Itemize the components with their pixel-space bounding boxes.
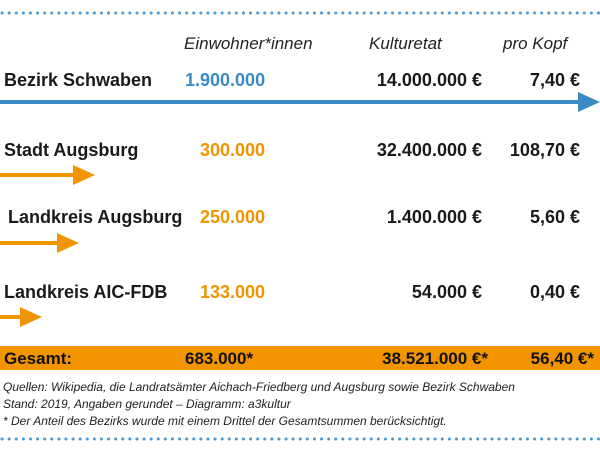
total-per-capita: 56,40 €* bbox=[530, 349, 594, 368]
bottom-dotted-border bbox=[0, 437, 600, 441]
population-arrow-landkreis-augsburg bbox=[0, 233, 79, 253]
row-population-bezirk-schwaben: 1.900.000 bbox=[185, 70, 266, 90]
total-budget: 38.521.000 €* bbox=[382, 349, 488, 368]
row-name-landkreis-aic-fdb: Landkreis AIC-FDB bbox=[4, 282, 168, 302]
row-population-landkreis-augsburg: 250.000 bbox=[200, 207, 266, 227]
row-budget-bezirk-schwaben: 14.000.000 € bbox=[376, 70, 482, 90]
footnote-sources: Quellen: Wikipedia, die Landratsämter Ai… bbox=[3, 380, 515, 394]
total-population: 683.000* bbox=[185, 349, 254, 368]
total-row: Gesamt: 683.000* 38.521.000 €* 56,40 €* bbox=[0, 346, 600, 370]
total-label: Gesamt: bbox=[4, 349, 73, 368]
header-per-capita: pro Kopf bbox=[503, 34, 568, 53]
row-budget-landkreis-augsburg: 1.400.000 € bbox=[386, 207, 482, 227]
footnote-note: * Der Anteil des Bezirks wurde mit einem… bbox=[3, 414, 447, 428]
row-population-stadt-augsburg: 300.000 bbox=[200, 140, 266, 160]
row-population-landkreis-aic-fdb: 133.000 bbox=[200, 282, 266, 302]
population-arrow-bezirk-schwaben bbox=[0, 92, 600, 112]
row-per-capita-landkreis-aic-fdb: 0,40 € bbox=[529, 282, 580, 302]
row-name-landkreis-augsburg: Landkreis Augsburg bbox=[8, 207, 183, 227]
row-budget-stadt-augsburg: 32.400.000 € bbox=[376, 140, 482, 160]
population-arrow-stadt-augsburg bbox=[0, 165, 95, 185]
row-name-bezirk-schwaben: Bezirk Schwaben bbox=[4, 70, 153, 90]
row-per-capita-stadt-augsburg: 108,70 € bbox=[509, 140, 580, 160]
row-per-capita-landkreis-augsburg: 5,60 € bbox=[529, 207, 580, 227]
top-dotted-border bbox=[0, 11, 600, 15]
row-per-capita-bezirk-schwaben: 7,40 € bbox=[529, 70, 580, 90]
row-budget-landkreis-aic-fdb: 54.000 € bbox=[411, 282, 482, 302]
population-arrow-landkreis-aic-fdb bbox=[0, 307, 42, 327]
row-name-stadt-augsburg: Stadt Augsburg bbox=[4, 140, 139, 160]
footnote-date: Stand: 2019, Angaben gerundet – Diagramm… bbox=[3, 397, 291, 411]
header-budget: Kulturetat bbox=[369, 34, 442, 53]
header-population: Einwohner*innen bbox=[184, 34, 313, 53]
